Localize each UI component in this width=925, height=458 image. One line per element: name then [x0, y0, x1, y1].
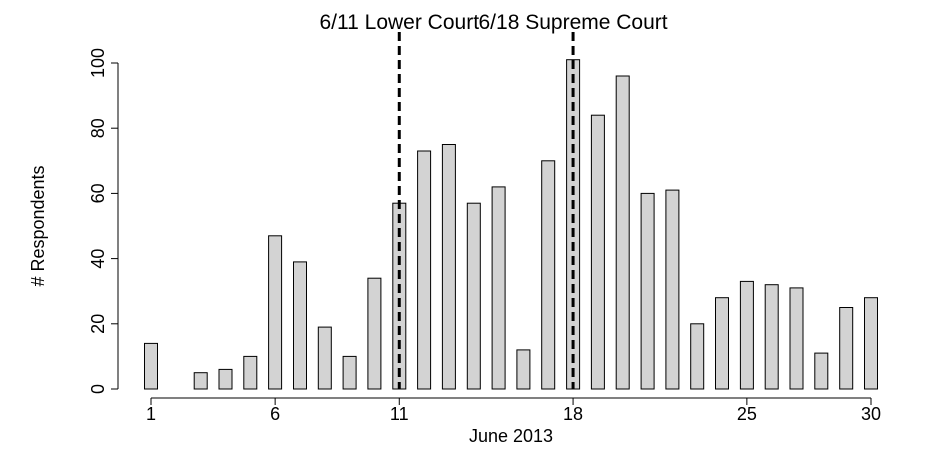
annotation-label-1: 6/11 Lower Court	[320, 11, 480, 34]
bar-day-6	[268, 235, 283, 390]
bar-day-4	[218, 368, 233, 390]
bar-day-9	[342, 355, 357, 390]
bars-group	[144, 59, 878, 390]
bar-day-21	[640, 192, 655, 390]
bar-day-22	[665, 189, 680, 390]
y-tick-label-60: 60	[88, 183, 108, 203]
bar-day-16	[516, 349, 531, 390]
bar-day-1	[144, 342, 158, 390]
y-axis-title: # Respondents	[28, 165, 48, 286]
annotation-lines	[397, 32, 575, 389]
bar-day-17	[541, 160, 556, 390]
bar-day-14	[466, 202, 481, 390]
x-axis: 1 6 11 18 25 30	[146, 397, 881, 424]
x-tick-label-6: 6	[270, 404, 280, 424]
bar-day-23	[690, 323, 705, 390]
bar-day-10	[367, 277, 382, 390]
x-tick-label-25: 25	[737, 404, 757, 424]
y-tick-label-80: 80	[88, 118, 108, 138]
bar-day-20	[615, 75, 630, 390]
bar-day-27	[789, 287, 804, 390]
bar-day-3	[193, 372, 208, 390]
bar-day-28	[814, 352, 829, 390]
bar-day-13	[441, 144, 456, 390]
x-tick-label-30: 30	[861, 404, 881, 424]
x-tick-label-11: 11	[390, 404, 409, 424]
y-tick-label-0: 0	[88, 384, 108, 394]
y-tick-label-20: 20	[88, 314, 108, 334]
annotation-label-2: 6/18 Supreme Court	[479, 11, 668, 34]
bar-day-7	[293, 261, 307, 390]
bar-day-30	[864, 297, 878, 390]
y-tick-label-100: 100	[88, 48, 108, 78]
y-tick-label-40: 40	[88, 249, 108, 269]
bar-day-8	[317, 326, 332, 390]
x-tick-label-18: 18	[563, 404, 583, 424]
bar-day-25	[739, 280, 754, 390]
bar-day-29	[839, 307, 854, 390]
bar-day-5	[243, 355, 258, 390]
bar-day-12	[417, 150, 432, 390]
x-axis-title: June 2013	[469, 426, 553, 446]
bar-day-15	[491, 186, 506, 390]
bar-day-26	[764, 284, 779, 390]
x-tick-label-1: 1	[146, 404, 156, 424]
bar-day-19	[590, 114, 605, 390]
bar-day-24	[715, 297, 729, 390]
y-axis: 0 20 40 60 80 100	[88, 48, 119, 394]
annotation-labels: 6/11 Lower Court 6/18 Supreme Court	[320, 11, 668, 34]
